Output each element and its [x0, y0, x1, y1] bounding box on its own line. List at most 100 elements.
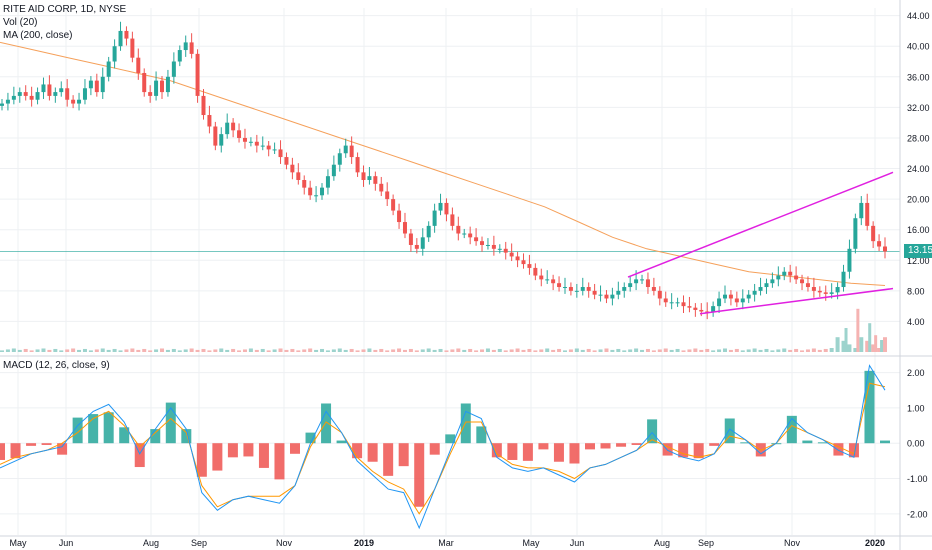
macd-histogram-bar — [491, 443, 502, 458]
volume-bar — [231, 348, 236, 352]
volume-bar — [503, 350, 508, 352]
candle-body — [402, 222, 407, 234]
volume-bar — [539, 349, 544, 352]
volume-bar — [148, 350, 153, 352]
volume-bar — [171, 348, 176, 352]
volume-bar — [71, 348, 76, 352]
volume-bar — [361, 349, 366, 352]
price-tick-label: 28.00 — [907, 133, 930, 143]
candle-body — [722, 294, 727, 299]
volume-bar — [794, 348, 799, 352]
macd-histogram-bar — [134, 443, 145, 468]
volume-bar — [29, 350, 34, 352]
candle-body — [11, 95, 16, 100]
candle-body — [675, 302, 680, 304]
candle-body — [503, 248, 508, 253]
candle-body — [379, 183, 384, 192]
candle-body — [853, 218, 858, 249]
volume-bar — [835, 337, 840, 352]
volume-bar — [11, 348, 16, 352]
volume-bar — [260, 348, 265, 352]
candle-body — [817, 290, 822, 293]
candle-body — [225, 122, 230, 135]
volume-bar — [645, 348, 650, 352]
volume-bar — [823, 348, 828, 352]
volume-bar — [782, 348, 787, 352]
volume-bar — [841, 340, 846, 352]
candle-body — [444, 202, 449, 215]
candle-body — [616, 290, 621, 295]
candle-body — [272, 149, 277, 151]
legend-macd[interactable]: MACD (12, 26, close, 9) — [3, 360, 110, 371]
candle-body — [657, 290, 662, 299]
volume-bar — [402, 349, 407, 352]
candle-body — [41, 84, 46, 93]
candle-body — [456, 225, 461, 234]
candle-body — [794, 275, 799, 280]
volume-bar — [379, 348, 384, 352]
legend-ma[interactable]: MA (200, close) — [3, 30, 73, 41]
candle-body — [480, 241, 485, 245]
candle-body — [586, 287, 591, 291]
candle-body — [302, 180, 307, 188]
volume-bar — [47, 349, 52, 352]
candle-body — [468, 233, 473, 238]
macd-panel — [0, 364, 890, 530]
candle-body — [397, 210, 402, 223]
candle-body — [385, 191, 390, 200]
candle-body — [367, 176, 372, 180]
candle-body — [165, 76, 170, 93]
volume-bar — [112, 348, 117, 352]
candle-body — [717, 298, 722, 307]
volume-bar — [847, 344, 852, 352]
candle-body — [711, 306, 716, 313]
candle-body — [841, 271, 846, 288]
volume-bar — [722, 348, 727, 352]
candle-body — [136, 57, 141, 73]
volume-bar — [302, 349, 307, 352]
macd-histogram-bar — [662, 443, 673, 456]
candle-body — [35, 92, 40, 100]
volume-spike — [856, 308, 860, 352]
macd-histogram-bar — [507, 443, 518, 460]
volume-bar — [0, 350, 4, 352]
candle-body — [130, 38, 135, 58]
volume-bar — [373, 349, 378, 352]
volume-bar — [100, 348, 105, 352]
candle-body — [183, 42, 188, 51]
volume-bar — [829, 348, 834, 352]
volume-bar — [865, 340, 870, 352]
trendlines[interactable] — [627, 171, 894, 315]
volume-bar — [349, 348, 354, 352]
volume-bar — [106, 349, 111, 352]
volume-bar — [480, 349, 485, 352]
volume-bar — [272, 349, 277, 352]
legend-volume[interactable]: Vol (20) — [3, 17, 38, 28]
volume-bar — [474, 350, 479, 352]
macd-tick-label: 2.00 — [907, 368, 925, 378]
lower-trendline — [699, 287, 894, 315]
volume-bar — [408, 348, 413, 352]
volume-bar — [877, 348, 882, 352]
candle-body — [160, 80, 165, 93]
volume-bar — [154, 349, 159, 352]
candle-body — [414, 244, 419, 249]
macd-histogram-bar — [290, 443, 300, 454]
legend-symbol[interactable]: RITE AID CORP, 1D, NYSE — [3, 4, 127, 15]
candle-body — [551, 279, 556, 284]
volume-bar — [675, 348, 680, 352]
macd-histogram-bar — [336, 440, 347, 444]
candle-body — [728, 294, 733, 299]
volume-bar — [462, 349, 467, 352]
candle-body — [331, 164, 336, 177]
macd-histogram-bar — [212, 443, 223, 471]
price-tick-label: 20.00 — [907, 195, 930, 205]
volume-bar — [207, 350, 212, 352]
volume-bar — [788, 349, 793, 352]
macd-histogram-bar — [196, 443, 207, 477]
volume-bar — [308, 348, 313, 352]
volume-bar — [438, 348, 443, 352]
volume-bar — [764, 348, 769, 352]
macd-signal-line — [0, 382, 886, 515]
